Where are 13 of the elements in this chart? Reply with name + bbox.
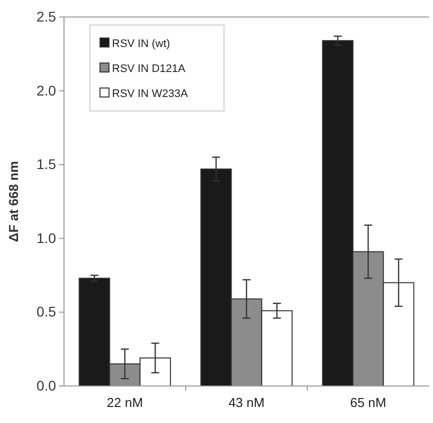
y-tick-label: 2.5 [36,8,56,24]
y-axis-title: ΔF at 668 nm [6,161,21,242]
x-tick-label: 65 nM [350,395,386,410]
x-tick-label: 22 nM [106,395,143,410]
legend-label: RSV IN W233A [112,88,188,100]
y-tick-label: 2.0 [36,82,56,98]
x-tick-label: 43 nM [228,395,265,410]
y-tick-label: 1.5 [36,156,56,172]
legend-label: RSV IN (wt) [112,38,170,50]
y-tick-label: 0.0 [36,377,56,394]
y-tick-label: 0.5 [36,304,56,320]
legend-label: RSV IN D121A [112,63,186,75]
y-tick-label: 1.0 [36,230,56,246]
